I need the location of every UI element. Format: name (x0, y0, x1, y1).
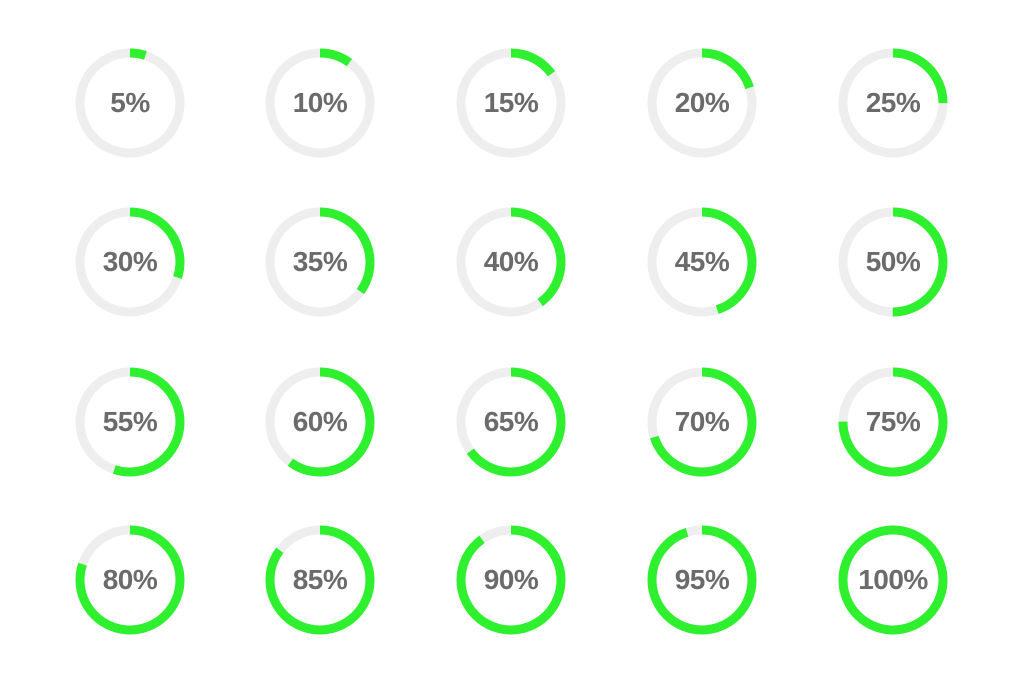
progress-ring-fill (265, 207, 375, 317)
progress-ring-graphic (838, 525, 948, 635)
progress-ring: 25% (833, 43, 953, 163)
progress-ring-graphic (838, 48, 948, 158)
progress-ring-graphic (75, 207, 185, 317)
progress-percentage-label: 85% (292, 564, 348, 595)
progress-ring-graphic (647, 48, 757, 158)
progress-ring: 75% (833, 362, 953, 482)
progress-ring-fill (75, 207, 185, 317)
progress-ring-graphic (75, 525, 185, 635)
progress-percentage-label: 40% (483, 246, 539, 277)
progress-ring-graphic (265, 525, 375, 635)
progress-ring: 35% (260, 202, 380, 322)
progress-ring-fill (647, 48, 757, 158)
progress-ring: 20% (642, 43, 762, 163)
progress-ring-graphic (75, 48, 185, 158)
progress-ring-fill (838, 367, 948, 477)
progress-ring-fill (75, 525, 185, 635)
progress-ring-graphic (265, 367, 375, 477)
progress-ring-fill (647, 525, 757, 635)
progress-ring-graphic (456, 525, 566, 635)
progress-ring-fill (647, 207, 757, 317)
progress-percentage-label: 95% (674, 564, 730, 595)
progress-ring-graphic (456, 367, 566, 477)
progress-ring-fill (265, 367, 375, 477)
progress-percentage-label: 30% (102, 246, 158, 277)
progress-percentage-label: 60% (292, 406, 348, 437)
progress-ring: 15% (451, 43, 571, 163)
progress-ring-fill (456, 207, 566, 317)
progress-percentage-label: 70% (674, 406, 730, 437)
progress-ring: 70% (642, 362, 762, 482)
progress-ring: 50% (833, 202, 953, 322)
progress-ring: 45% (642, 202, 762, 322)
progress-ring: 85% (260, 520, 380, 640)
progress-ring: 10% (260, 43, 380, 163)
progress-ring-graphic (265, 48, 375, 158)
progress-ring-graphic (838, 207, 948, 317)
progress-ring: 60% (260, 362, 380, 482)
progress-ring: 100% (833, 520, 953, 640)
progress-ring: 65% (451, 362, 571, 482)
progress-ring-fill (838, 525, 948, 635)
progress-ring-graphic (647, 207, 757, 317)
progress-ring: 80% (70, 520, 190, 640)
progress-percentage-label: 55% (102, 406, 158, 437)
progress-ring-fill (265, 48, 375, 158)
progress-ring: 5% (70, 43, 190, 163)
progress-ring: 40% (451, 202, 571, 322)
progress-ring-graphic (647, 525, 757, 635)
progress-percentage-label: 15% (483, 87, 539, 118)
progress-ring-graphic (838, 367, 948, 477)
progress-ring-fill (456, 367, 566, 477)
progress-percentage-label: 45% (674, 246, 730, 277)
progress-ring-fill (838, 48, 948, 158)
progress-ring: 30% (70, 202, 190, 322)
progress-percentage-label: 90% (483, 564, 539, 595)
progress-ring-fill (75, 367, 185, 477)
progress-percentage-label: 65% (483, 406, 539, 437)
progress-ring-graphic (265, 207, 375, 317)
progress-ring-graphic (75, 367, 185, 477)
progress-ring-fill (265, 525, 375, 635)
progress-ring-fill (647, 367, 757, 477)
progress-ring-fill (75, 48, 185, 158)
progress-percentage-label: 80% (102, 564, 158, 595)
progress-percentage-label: 25% (865, 87, 921, 118)
progress-percentage-label: 5% (110, 87, 150, 118)
progress-percentage-label: 75% (865, 406, 921, 437)
progress-percentage-label: 100% (858, 564, 928, 595)
progress-percentage-label: 20% (674, 87, 730, 118)
progress-ring-graphic (456, 207, 566, 317)
progress-ring-fill (456, 525, 566, 635)
progress-ring-fill (838, 207, 948, 317)
progress-percentage-label: 50% (865, 246, 921, 277)
progress-ring-graphic (456, 48, 566, 158)
progress-ring-fill (456, 48, 566, 158)
progress-ring: 90% (451, 520, 571, 640)
progress-ring-graphic (647, 367, 757, 477)
progress-percentage-label: 10% (292, 87, 348, 118)
progress-percentage-label: 35% (292, 246, 348, 277)
progress-ring: 55% (70, 362, 190, 482)
progress-ring: 95% (642, 520, 762, 640)
